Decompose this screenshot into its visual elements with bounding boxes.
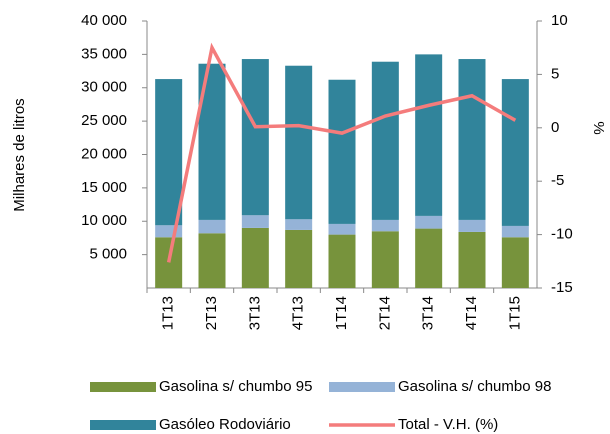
bar: [371, 61, 399, 220]
y-tick-label: 20 000: [81, 145, 127, 162]
bar: [285, 229, 313, 288]
bar: [155, 79, 183, 226]
y-tick-label: 5 000: [89, 246, 127, 263]
legend-label: Gasolina s/ chumbo 95: [159, 378, 312, 395]
legend-label: Gasolina s/ chumbo 98: [398, 378, 551, 395]
y-axis-label: Milhares de litros: [11, 98, 28, 211]
x-tick-label: 3T14: [420, 296, 437, 330]
y2-tick-label: 0: [551, 119, 559, 136]
legend-swatch: [90, 420, 156, 430]
bar: [241, 227, 269, 288]
x-tick-label: 1T13: [160, 296, 177, 330]
x-tick-label: 1T14: [333, 296, 350, 330]
bar: [155, 237, 183, 288]
legend-label: Total - V.H. (%): [398, 416, 498, 433]
bar: [415, 54, 443, 216]
bar: [328, 223, 356, 235]
y-tick-label: 10 000: [81, 212, 127, 229]
x-tick-label: 4T14: [463, 296, 480, 330]
bar: [415, 215, 443, 229]
bar: [285, 65, 313, 220]
bar: [501, 79, 529, 226]
x-tick-label: 1T15: [506, 296, 523, 330]
bar: [501, 237, 529, 288]
y-tick-label: 35 000: [81, 45, 127, 62]
y-tick-label: 40 000: [81, 12, 127, 29]
bar: [371, 219, 399, 232]
bar: [501, 225, 529, 238]
bar: [458, 59, 486, 220]
line: [166, 42, 517, 263]
x-tick-label: 4T13: [290, 296, 307, 330]
y2-tick-label: 5: [551, 65, 559, 82]
y-tick-label: 15 000: [81, 179, 127, 196]
x-tick-label: 2T13: [203, 296, 220, 330]
legend-swatch: [329, 382, 395, 392]
x-tick-label: 2T14: [376, 296, 393, 330]
y2-tick-label: -5: [551, 172, 564, 189]
bar: [371, 231, 399, 288]
bar: [415, 228, 443, 288]
legend-label: Gasóleo Rodoviário: [159, 416, 291, 433]
y2-tick-label: -10: [551, 226, 573, 243]
bar: [241, 59, 269, 216]
bar: [458, 231, 486, 288]
y2-tick-label: -15: [551, 279, 573, 296]
bar: [328, 79, 356, 224]
y-tick-label: 25 000: [81, 112, 127, 129]
bar: [285, 219, 313, 230]
bar: [155, 225, 183, 238]
bar: [458, 219, 486, 232]
x-tick-label: 3T13: [246, 296, 263, 330]
y2-tick-label: 10: [551, 12, 568, 29]
y2-axis-label: %: [590, 121, 607, 134]
bar: [328, 234, 356, 288]
y-tick-label: 30 000: [81, 79, 127, 96]
legend-swatch: [90, 382, 156, 392]
bar: [241, 215, 269, 228]
bar: [198, 219, 226, 234]
bar: [198, 233, 226, 288]
